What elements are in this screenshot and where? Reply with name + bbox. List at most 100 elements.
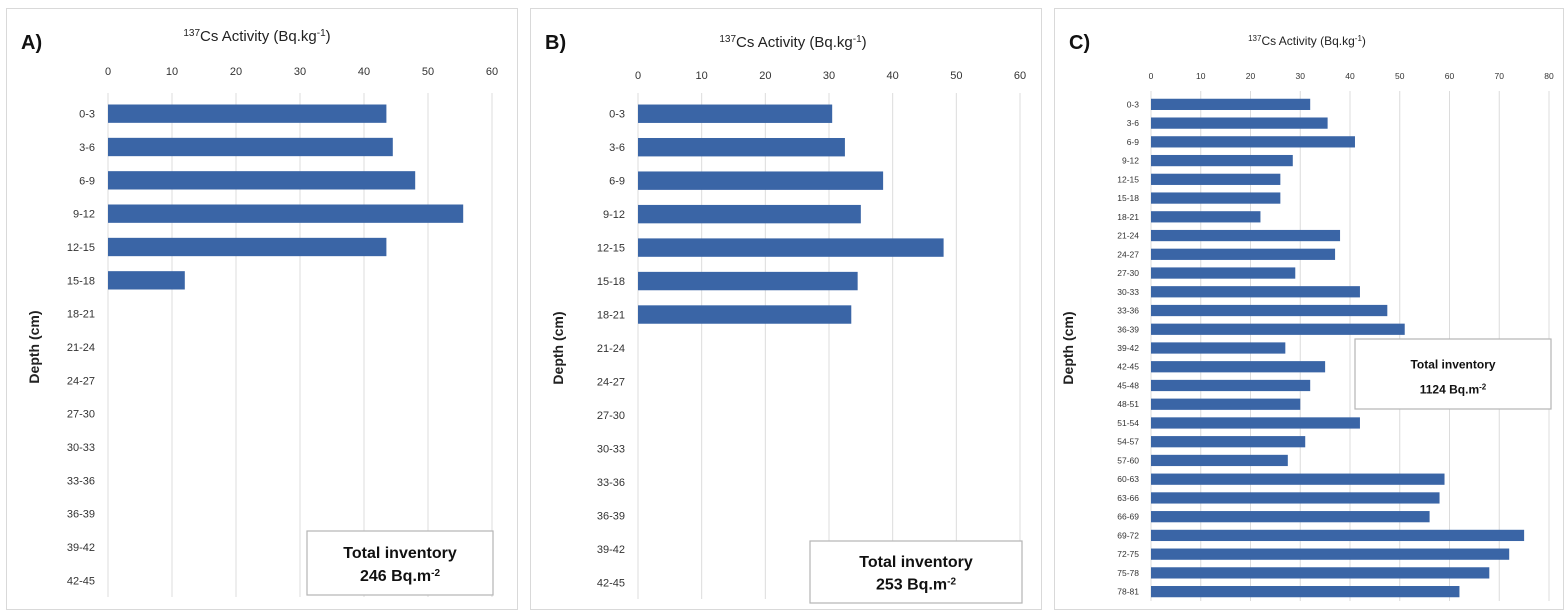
chart-c-category-label: 33-36 [1117,306,1139,316]
chart-c-bar [1151,229,1341,242]
chart-b-category-label: 27-30 [597,410,625,422]
chart-a-y-axis-label: Depth (cm) [26,310,42,383]
chart-a-x-tick-label: 60 [486,66,498,78]
chart-a-inventory-value-text: 246 Bq.m [360,568,431,585]
chart-b-bar [638,238,944,257]
chart-c-category-label: 63-66 [1117,493,1139,503]
chart-b-inventory-value: 253 Bq.m-2 [876,576,956,594]
chart-c-bar [1151,586,1460,598]
chart-c-inventory-exp: -2 [1479,382,1487,391]
chart-c-category-label: 12-15 [1117,174,1139,184]
chart-a-title-close: ) [326,28,331,45]
chart-b-bar [638,271,858,291]
chart-a-category-label: 6-9 [79,175,95,187]
chart-c-inventory-title: Total inventory [1410,357,1495,371]
chart-c-bar [1151,529,1525,542]
chart-b-title-close: ) [862,34,867,51]
chart-c-x-tick-label: 30 [1296,71,1306,81]
chart-c-category-label: 27-30 [1117,268,1139,278]
chart-c-bar [1151,417,1360,429]
chart-b-category-label: 39-42 [597,544,625,556]
chart-b-inventory-exp: -2 [947,576,956,587]
chart-b-x-tick-label: 0 [635,70,641,82]
chart-a-title-exp: -1 [317,28,326,39]
chart-c-bar [1151,267,1296,279]
chart-c-title: 137Cs Activity (Bq.kg-1) [1248,34,1366,49]
chart-b-bar [638,204,861,224]
chart-c-bar [1151,342,1286,354]
chart-c-bar [1151,436,1306,448]
chart-c-bar [1151,398,1301,410]
chart-c-category-label: 57-60 [1117,455,1139,465]
chart-c-category-label: 39-42 [1117,343,1139,353]
chart-c-bar [1151,473,1445,485]
chart-c-bar [1151,548,1510,560]
chart-b-bar [638,305,852,324]
chart-c-bar [1151,511,1430,523]
chart-panel-b: B) 137Cs Activity (Bq.kg-1) Depth (cm) 0 10 2… [530,8,1042,610]
chart-b-category-label: 12-15 [597,243,625,255]
chart-b-x-tick-label: 60 [1014,70,1026,82]
chart-a-category-label: 21-24 [67,342,95,354]
chart-c-bar [1151,192,1281,204]
chart-b-title: 137Cs Activity (Bq.kg-1) [719,34,866,52]
chart-a-category-label: 0-3 [79,109,95,121]
chart-a-category-label: 33-36 [67,475,95,487]
chart-a-svg: A) 137Cs Activity (Bq.kg-1) Depth (cm) 0 10 2… [21,28,498,597]
chart-b-title-exp: -1 [853,34,862,45]
chart-c-category-label: 72-75 [1117,549,1139,559]
chart-b-y-axis-label: Depth (cm) [550,311,566,384]
chart-a-bar [108,204,464,223]
chart-c-category-label: 6-9 [1127,137,1140,147]
chart-c-x-tick-label: 50 [1395,71,1405,81]
chart-b-x-tick-label: 10 [696,70,708,82]
chart-a-inventory-value: 246 Bq.m-2 [360,567,440,585]
chart-c-category-label: 78-81 [1117,587,1139,597]
chart-a-bar [108,137,393,157]
chart-a-title-iso: 137 [183,28,200,39]
chart-b-bar [638,171,884,190]
chart-b-x-tick-label: 30 [823,70,835,82]
chart-c-category-label: 0-3 [1127,99,1140,109]
chart-a-x-tick-label: 20 [230,66,242,78]
chart-b-category-label: 33-36 [597,477,625,489]
chart-a-title-text: Cs Activity (Bq.kg [200,28,317,45]
chart-a-category-label: 18-21 [67,309,95,321]
chart-a-category-label: 3-6 [79,142,95,154]
chart-panel-a: A) 137Cs Activity (Bq.kg-1) Depth (cm) 0 10 2… [6,8,518,610]
chart-a-x-tick-label: 40 [358,66,370,78]
chart-c-bar [1151,323,1405,335]
chart-a-bar [108,237,387,257]
chart-c-x-tick-label: 80 [1544,71,1554,81]
chart-b-x-tick-label: 20 [759,70,771,82]
chart-c-category-label: 69-72 [1117,530,1139,540]
chart-b-inventory-title: Total inventory [859,554,973,571]
chart-c-bar [1151,117,1328,129]
chart-a-bar [108,271,185,290]
chart-c-inventory-value: 1124 Bq.m-2 [1420,382,1487,397]
chart-panel-c: C) 137Cs Activity (Bq.kg-1) Depth (cm) 0 10 2… [1054,8,1564,610]
chart-c-x-tick-label: 60 [1445,71,1455,81]
chart-c-x-tick-label: 20 [1246,71,1256,81]
chart-b-category-label: 24-27 [597,376,625,388]
chart-c-bar [1151,379,1311,392]
chart-b-category-label: 0-3 [609,109,625,121]
chart-a-category-label: 15-18 [67,275,95,287]
chart-c-category-label: 75-78 [1117,568,1139,578]
chart-c-category-label: 42-45 [1117,362,1139,372]
chart-c-title-exp: -1 [1355,34,1363,43]
chart-c-category-label: 30-33 [1117,287,1139,297]
chart-b-category-label: 30-33 [597,443,625,455]
chart-c-x-tick-label: 0 [1149,71,1154,81]
chart-a-x-tick-label: 50 [422,66,434,78]
chart-c-bar [1151,286,1360,298]
chart-c-category-label: 51-54 [1117,418,1139,428]
chart-c-bar [1151,567,1490,579]
chart-b-inventory-box [809,540,1023,604]
chart-c-category-label: 45-48 [1117,380,1139,390]
chart-b-bar [638,137,845,157]
chart-c-bar [1151,173,1281,185]
chart-c-x-tick-label: 70 [1495,71,1505,81]
chart-a-category-label: 12-15 [67,242,95,254]
chart-a-category-label: 30-33 [67,442,95,454]
